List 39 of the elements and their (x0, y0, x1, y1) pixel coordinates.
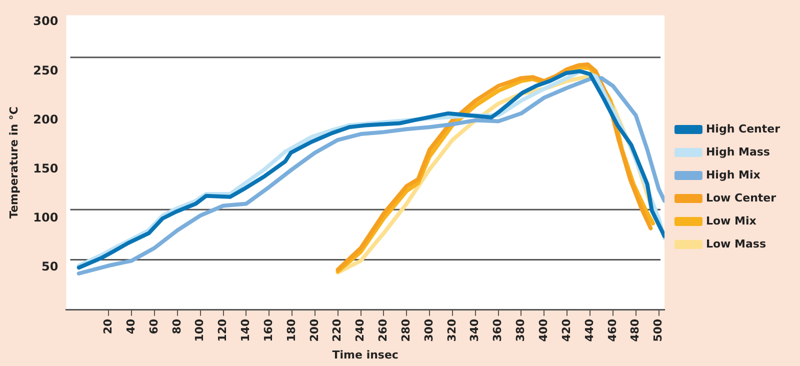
y-tick-label: 200 (33, 112, 58, 126)
y-axis-title: Temperature in °C (7, 106, 20, 219)
x-tick-label: 380 (514, 318, 528, 342)
x-tick-label: 420 (560, 318, 573, 342)
x-tick-label: 260 (376, 318, 390, 342)
x-tick-label: 400 (537, 318, 550, 342)
x-tick-label: 20 (102, 318, 115, 334)
legend-label: High Center (706, 122, 781, 136)
x-tick-label: 200 (308, 318, 321, 342)
y-tick-label: 300 (33, 14, 58, 28)
legend-label: Low Mass (706, 237, 766, 250)
legend-label: High Mass (706, 145, 770, 158)
y-tick-label: 250 (33, 63, 58, 78)
x-tick-label: 440 (582, 318, 596, 342)
x-tick-label: 280 (399, 318, 412, 342)
x-tick-label: 60 (147, 318, 160, 334)
legend-label: Low Center (706, 191, 777, 204)
x-tick-label: 220 (330, 318, 344, 342)
x-axis-title: Time insec (332, 348, 398, 362)
x-tick-label: 140 (239, 318, 252, 342)
x-tick-label: 40 (124, 318, 138, 334)
x-tick-label: 340 (468, 318, 482, 342)
legend-label: High Mix (706, 168, 760, 182)
x-tick-label: 300 (422, 318, 436, 342)
x-tick-label: 180 (284, 318, 298, 342)
y-tick-label: 150 (33, 162, 58, 176)
x-tick-label: 360 (491, 318, 504, 342)
x-tick-label: 100 (193, 318, 206, 342)
x-tick-label: 240 (354, 318, 367, 342)
x-tick-label: 120 (216, 318, 230, 342)
y-tick-label: 100 (33, 210, 58, 225)
x-tick-label: 460 (606, 318, 619, 342)
x-tick-label: 480 (628, 318, 642, 342)
x-tick-label: 160 (262, 318, 275, 342)
x-tick-label: 500 (652, 318, 665, 342)
x-tick-label: 320 (445, 318, 458, 342)
legend-label: Low Mix (706, 214, 756, 228)
y-tick-label: 50 (42, 260, 58, 274)
x-tick-label: 80 (170, 318, 184, 334)
